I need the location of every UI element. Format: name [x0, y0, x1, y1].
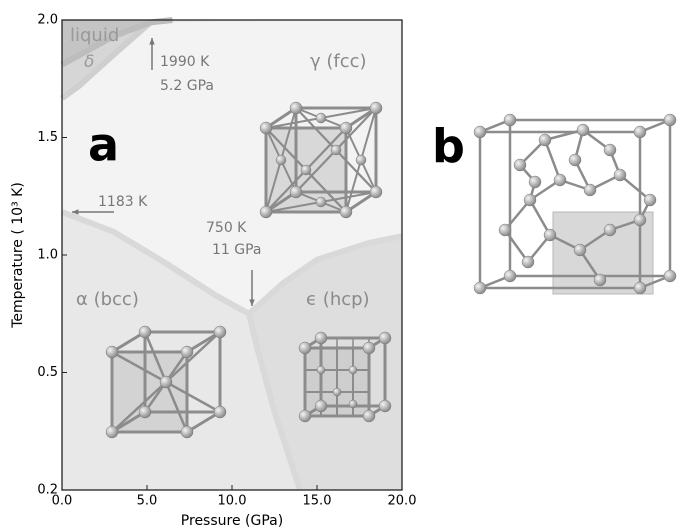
atom: [554, 174, 566, 186]
atom: [333, 388, 341, 396]
atom: [504, 114, 516, 126]
y-axis-label: Temperature ( 10³ K): [10, 182, 26, 329]
region-label: α (bcc): [76, 289, 139, 310]
atom: [316, 113, 326, 123]
atom: [340, 122, 352, 134]
annotation: 11 GPa: [212, 242, 262, 258]
atom: [474, 126, 486, 138]
atom: [544, 229, 556, 241]
atom: [260, 122, 272, 134]
atom: [499, 224, 511, 236]
atom: [522, 256, 534, 268]
atom: [317, 366, 325, 374]
atom: [181, 346, 193, 358]
y-tick-label: 0.2: [37, 483, 58, 498]
atom: [524, 194, 536, 206]
atom: [504, 270, 516, 282]
atom: [160, 376, 172, 388]
atom: [349, 366, 357, 374]
x-tick-label: 10.0: [218, 494, 247, 509]
atom: [331, 145, 341, 155]
y-tick-label: 2.0: [37, 13, 58, 28]
y-tick-label: 0.5: [37, 365, 58, 380]
panel-label: b: [432, 120, 465, 174]
atom: [514, 159, 526, 171]
atom: [349, 400, 357, 408]
atom: [214, 406, 226, 418]
atom: [634, 282, 646, 294]
region-label: liquid: [70, 25, 119, 46]
atom: [577, 124, 589, 136]
atom: [276, 155, 286, 165]
atom: [634, 214, 646, 226]
atom: [315, 332, 327, 344]
atom: [315, 400, 327, 412]
atom: [139, 326, 151, 338]
x-tick-label: 20.0: [388, 494, 417, 509]
panel-label: a: [88, 118, 119, 172]
atom: [316, 197, 326, 207]
x-tick-label: 15.0: [303, 494, 332, 509]
atom: [574, 244, 586, 256]
atom: [363, 342, 375, 354]
atom: [529, 176, 541, 188]
atom: [664, 270, 676, 282]
atom: [290, 186, 302, 198]
region-label: δ: [84, 52, 94, 72]
atom: [139, 406, 151, 418]
annotation: 1990 K: [160, 54, 210, 70]
atom: [301, 165, 311, 175]
atom: [644, 194, 656, 206]
atom: [106, 346, 118, 358]
atom: [260, 206, 272, 218]
atom: [290, 102, 302, 114]
x-axis-label: Pressure (GPa): [181, 513, 283, 529]
atom: [604, 224, 616, 236]
y-tick-label: 1.0: [37, 248, 58, 263]
atom: [370, 186, 382, 198]
atom: [299, 410, 311, 422]
atom: [106, 426, 118, 438]
annotation: 750 K: [206, 220, 247, 236]
atom: [584, 184, 596, 196]
atom: [370, 102, 382, 114]
atom: [356, 155, 366, 165]
atom: [181, 426, 193, 438]
atom: [379, 332, 391, 344]
atom: [379, 400, 391, 412]
bond: [545, 140, 560, 180]
atom: [539, 134, 551, 146]
atom: [474, 282, 486, 294]
atom: [363, 410, 375, 422]
atom: [604, 144, 616, 156]
annotation: 1183 K: [98, 194, 148, 210]
atom: [214, 326, 226, 338]
atom: [594, 274, 606, 286]
atom: [340, 206, 352, 218]
region-label: ϵ (hcp): [306, 289, 370, 310]
figure: Pressure (GPa) Temperature ( 10³ K) 0.05…: [0, 0, 678, 530]
atom: [569, 154, 581, 166]
x-tick-label: 5.0: [137, 494, 158, 509]
region-label: γ (fcc): [310, 51, 367, 72]
atom: [664, 114, 676, 126]
atom: [634, 126, 646, 138]
annotation: 5.2 GPa: [160, 78, 214, 94]
y-tick-label: 1.5: [37, 130, 58, 145]
atom: [614, 169, 626, 181]
atom: [299, 342, 311, 354]
